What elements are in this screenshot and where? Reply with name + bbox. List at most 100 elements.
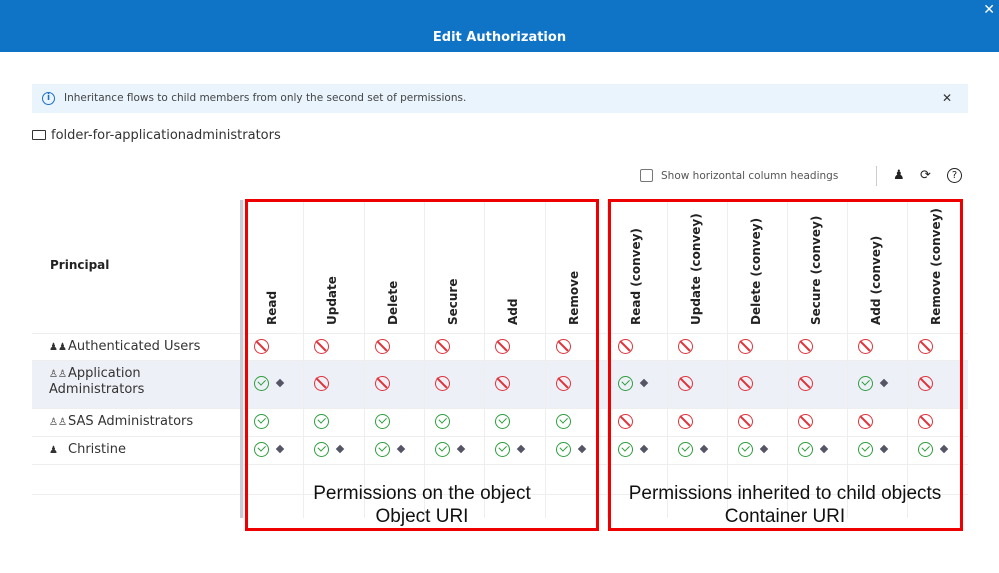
prohibited-icon[interactable]: [738, 338, 753, 354]
check-circle-icon[interactable]: [434, 442, 450, 457]
permission-cell[interactable]: [548, 337, 608, 355]
permission-cell[interactable]: [850, 412, 910, 430]
permission-cell[interactable]: [850, 440, 910, 458]
permission-cell[interactable]: [790, 337, 850, 355]
check-circle-icon[interactable]: [798, 442, 813, 457]
principal-name[interactable]: ♟ Christine: [49, 442, 229, 458]
check-circle-icon[interactable]: [374, 414, 390, 429]
help-icon[interactable]: ?: [947, 168, 962, 183]
permission-cell[interactable]: [850, 337, 910, 355]
permission-cell[interactable]: [367, 374, 427, 392]
permission-cell[interactable]: [850, 374, 910, 392]
prohibited-icon[interactable]: [738, 414, 753, 429]
check-circle-icon[interactable]: [918, 442, 933, 457]
permission-cell[interactable]: [730, 440, 790, 458]
prohibited-icon[interactable]: [254, 338, 269, 354]
permission-cell[interactable]: [487, 412, 547, 430]
prohibited-icon[interactable]: [798, 414, 813, 429]
permission-cell[interactable]: [790, 440, 850, 458]
check-circle-icon[interactable]: [254, 414, 269, 429]
prohibited-icon[interactable]: [434, 376, 450, 391]
permission-cell[interactable]: [610, 374, 670, 392]
prohibited-icon[interactable]: [314, 338, 330, 354]
permission-cell[interactable]: [487, 374, 547, 392]
permission-cell[interactable]: [548, 440, 608, 458]
prohibited-icon[interactable]: [678, 414, 693, 429]
permission-cell[interactable]: [306, 374, 366, 392]
check-circle-icon[interactable]: [858, 376, 873, 391]
permission-cell[interactable]: [427, 337, 487, 355]
permission-cell[interactable]: [730, 412, 790, 430]
add-user-icon[interactable]: ♟: [893, 168, 905, 183]
prohibited-icon[interactable]: [495, 376, 511, 391]
check-circle-icon[interactable]: [495, 414, 511, 429]
prohibited-icon[interactable]: [918, 338, 933, 354]
prohibited-icon[interactable]: [798, 338, 813, 354]
prohibited-icon[interactable]: [798, 376, 813, 391]
permission-cell[interactable]: [306, 412, 366, 430]
prohibited-icon[interactable]: [495, 338, 511, 354]
permission-cell[interactable]: [246, 412, 306, 430]
prohibited-icon[interactable]: [618, 414, 633, 429]
permission-cell[interactable]: [487, 440, 547, 458]
check-circle-icon[interactable]: [678, 442, 693, 457]
permission-cell[interactable]: [910, 337, 970, 355]
check-circle-icon[interactable]: [314, 442, 330, 457]
prohibited-icon[interactable]: [678, 338, 693, 354]
permission-cell[interactable]: [427, 440, 487, 458]
horizontal-headings-checkbox[interactable]: [640, 169, 653, 182]
check-circle-icon[interactable]: [254, 442, 269, 457]
prohibited-icon[interactable]: [738, 376, 753, 391]
check-circle-icon[interactable]: [738, 442, 753, 457]
principal-name[interactable]: ♟♟Authenticated Users: [49, 339, 229, 355]
permission-cell[interactable]: [790, 412, 850, 430]
check-circle-icon[interactable]: [434, 414, 450, 429]
prohibited-icon[interactable]: [918, 414, 933, 429]
permission-cell[interactable]: [548, 374, 608, 392]
permission-cell[interactable]: [306, 337, 366, 355]
check-circle-icon[interactable]: [858, 442, 873, 457]
prohibited-icon[interactable]: [374, 338, 390, 354]
permission-cell[interactable]: [246, 440, 306, 458]
permission-cell[interactable]: [790, 374, 850, 392]
reset-icon[interactable]: ⟳: [920, 168, 931, 183]
permission-cell[interactable]: [670, 440, 730, 458]
permission-cell[interactable]: [427, 374, 487, 392]
permission-cell[interactable]: [367, 440, 427, 458]
check-circle-icon[interactable]: [555, 442, 571, 457]
permission-cell[interactable]: [548, 412, 608, 430]
permission-cell[interactable]: [367, 337, 427, 355]
check-circle-icon[interactable]: [555, 414, 571, 429]
permission-cell[interactable]: [910, 412, 970, 430]
prohibited-icon[interactable]: [618, 338, 633, 354]
principal-name[interactable]: ♙♙SAS Administrators: [49, 414, 229, 430]
prohibited-icon[interactable]: [555, 338, 571, 354]
prohibited-icon[interactable]: [858, 338, 873, 354]
check-circle-icon[interactable]: [374, 442, 390, 457]
permission-cell[interactable]: [487, 337, 547, 355]
prohibited-icon[interactable]: [555, 376, 571, 391]
permission-cell[interactable]: [610, 337, 670, 355]
permission-cell[interactable]: [910, 440, 970, 458]
close-icon[interactable]: ✕: [983, 2, 995, 18]
permission-cell[interactable]: [306, 440, 366, 458]
permission-cell[interactable]: [246, 337, 306, 355]
prohibited-icon[interactable]: [314, 376, 330, 391]
prohibited-icon[interactable]: [434, 338, 450, 354]
dismiss-info-button[interactable]: ✕: [941, 91, 952, 105]
permission-cell[interactable]: [670, 337, 730, 355]
permission-cell[interactable]: [670, 412, 730, 430]
permission-cell[interactable]: [610, 440, 670, 458]
prohibited-icon[interactable]: [678, 376, 693, 391]
permission-cell[interactable]: [910, 374, 970, 392]
prohibited-icon[interactable]: [858, 414, 873, 429]
prohibited-icon[interactable]: [918, 376, 933, 391]
permission-cell[interactable]: [730, 337, 790, 355]
check-circle-icon[interactable]: [618, 442, 633, 457]
permission-cell[interactable]: [730, 374, 790, 392]
principal-name[interactable]: ♙♙Application Administrators: [49, 366, 229, 397]
permission-cell[interactable]: [670, 374, 730, 392]
check-circle-icon[interactable]: [314, 414, 330, 429]
check-circle-icon[interactable]: [495, 442, 511, 457]
permission-cell[interactable]: [610, 412, 670, 430]
